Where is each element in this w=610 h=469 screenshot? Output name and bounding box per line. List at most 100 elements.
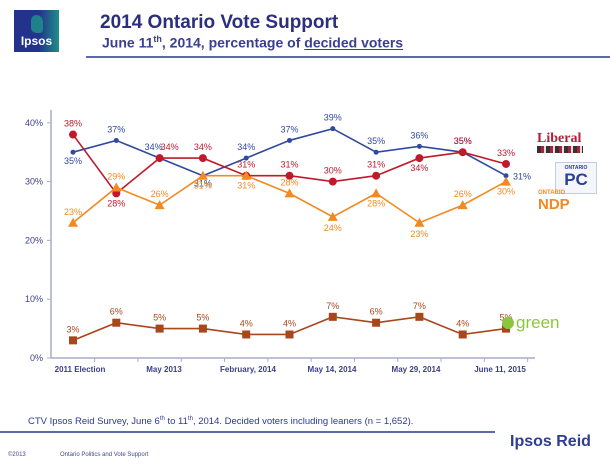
green-point bbox=[285, 330, 294, 339]
green-point bbox=[69, 336, 77, 345]
liberal-point bbox=[458, 148, 467, 157]
footnote-part: CTV Ipsos Reid Survey, June 6 bbox=[28, 416, 160, 428]
ipsos-logo-text: Ipsos bbox=[20, 34, 53, 48]
x-tick-label: May 14, 2014 bbox=[308, 365, 357, 374]
liberal-data-label: 31% bbox=[367, 160, 385, 170]
ndp-point bbox=[241, 170, 252, 180]
pc-data-label: 34% bbox=[237, 142, 255, 152]
green-data-label: 7% bbox=[413, 301, 426, 311]
pc-data-label: 37% bbox=[107, 124, 125, 134]
pc-point bbox=[373, 149, 379, 155]
green-point bbox=[242, 330, 251, 339]
ndp-point bbox=[457, 200, 468, 210]
ndp-point bbox=[327, 211, 338, 221]
ndp-data-label: 29% bbox=[107, 171, 125, 181]
ndp-data-label: 23% bbox=[410, 229, 428, 239]
ipsos-logo: Ipsos bbox=[14, 10, 59, 52]
pc-point bbox=[416, 143, 422, 149]
ndp-data-label: 28% bbox=[367, 198, 385, 208]
y-tick-label: 0% bbox=[30, 353, 43, 363]
footer-divider bbox=[0, 431, 495, 433]
liberal-data-label: 34% bbox=[410, 163, 428, 173]
green-data-label: 7% bbox=[326, 301, 339, 311]
green-point bbox=[415, 312, 424, 321]
liberal-data-label: 33% bbox=[497, 148, 515, 158]
x-tick-label: 2011 Election bbox=[55, 365, 106, 374]
liberal-point bbox=[155, 154, 164, 163]
green-point bbox=[198, 324, 207, 333]
liberal-logo-text: Liberal bbox=[537, 131, 582, 146]
pc-data-label: 31% bbox=[513, 172, 531, 182]
y-tick-label: 20% bbox=[25, 235, 43, 245]
pc-data-label: 31% bbox=[194, 179, 212, 189]
liberal-data-label: 35% bbox=[454, 136, 472, 146]
green-point bbox=[458, 330, 467, 339]
ndp-data-label: 30% bbox=[497, 187, 515, 197]
pc-data-label: 35% bbox=[64, 156, 82, 166]
x-tick-label: May 29, 2014 bbox=[392, 365, 441, 374]
ipsos-head-icon bbox=[31, 15, 43, 33]
pc-data-label: 36% bbox=[410, 130, 428, 140]
y-tick-label: 30% bbox=[25, 177, 43, 187]
ndp-point bbox=[501, 176, 511, 186]
ndp-data-label: 26% bbox=[151, 189, 169, 199]
ndp-data-label: 24% bbox=[324, 223, 342, 233]
liberal-data-label: 34% bbox=[161, 142, 179, 152]
green-logo: green bbox=[502, 313, 559, 333]
pc-point bbox=[503, 173, 509, 179]
x-tick-label: June 11, 2015 bbox=[474, 365, 526, 374]
liberal-data-label: 28% bbox=[107, 198, 125, 208]
chart-title: 2014 Ontario Vote Support bbox=[100, 12, 339, 33]
green-point bbox=[372, 318, 381, 327]
green-point bbox=[112, 318, 121, 327]
pc-logo-small-text: ONTARIO bbox=[564, 165, 588, 171]
chart-subtitle: June 11th, 2014, percentage of decided v… bbox=[102, 34, 403, 51]
ndp-data-label: 28% bbox=[280, 177, 298, 187]
liberal-point bbox=[502, 159, 510, 168]
ndp-data-label: 31% bbox=[237, 181, 255, 191]
liberal-data-label: 34% bbox=[194, 142, 212, 152]
green-data-label: 5% bbox=[196, 313, 209, 323]
footer-caption: Ontario Politics and Vote Support bbox=[60, 452, 149, 458]
green-data-label: 4% bbox=[240, 318, 253, 328]
green-point bbox=[155, 324, 164, 333]
footnote-part: to 11 bbox=[164, 416, 188, 428]
liberal-data-label: 38% bbox=[64, 119, 82, 129]
liberal-point bbox=[69, 130, 77, 139]
green-data-label: 6% bbox=[370, 307, 383, 317]
ndp-logo-small-text: ONTARIO bbox=[538, 190, 566, 196]
x-tick-label: May 2013 bbox=[146, 365, 182, 374]
pc-point bbox=[70, 149, 76, 155]
ndp-point bbox=[111, 182, 122, 192]
ndp-point bbox=[284, 188, 295, 198]
green-leaf-icon bbox=[502, 317, 514, 329]
footnote-part: , 2014. Decided voters including leaners… bbox=[192, 416, 414, 428]
liberal-point bbox=[198, 154, 207, 163]
subtitle-decided-voters: decided voters bbox=[304, 34, 404, 51]
green-point bbox=[328, 312, 337, 321]
ndp-data-label: 31% bbox=[194, 181, 212, 191]
ndp-point bbox=[154, 200, 165, 210]
liberal-logo: Liberal bbox=[537, 132, 583, 156]
pc-point bbox=[113, 137, 119, 143]
pc-logo-text: PC bbox=[564, 170, 588, 189]
green-data-label: 4% bbox=[456, 318, 469, 328]
ndp-data-label: 26% bbox=[454, 189, 472, 199]
pc-point bbox=[243, 155, 249, 161]
liberal-data-label: 31% bbox=[237, 160, 255, 170]
pc-data-label: 37% bbox=[280, 124, 298, 134]
x-tick-label: February, 2014 bbox=[220, 365, 276, 374]
liberal-point bbox=[285, 171, 294, 180]
subtitle-middle: , 2014, percentage of bbox=[161, 34, 305, 51]
pc-data-label: 34% bbox=[145, 142, 163, 152]
liberal-point bbox=[415, 154, 424, 163]
green-data-label: 4% bbox=[283, 318, 296, 328]
pc-point bbox=[330, 126, 336, 132]
liberal-data-label: 31% bbox=[280, 160, 298, 170]
liberal-point bbox=[328, 177, 337, 186]
ndp-point bbox=[68, 217, 78, 227]
title-divider bbox=[86, 56, 610, 58]
ndp-logo: ONTARIO NDP bbox=[538, 190, 570, 214]
footnote-sup: th bbox=[187, 416, 193, 422]
